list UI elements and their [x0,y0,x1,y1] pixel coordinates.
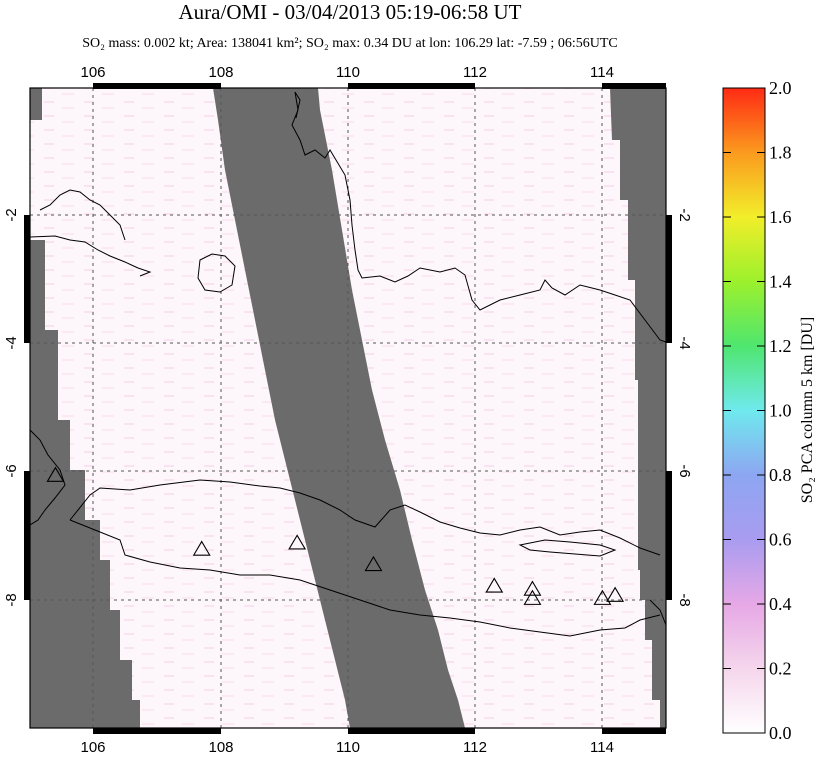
lon-tick-top-114: 114 [590,64,614,81]
colorbar-tick-label: 2.0 [769,78,792,98]
lon-tick-bottom-108: 108 [208,739,233,756]
lat-tick-left-8: -8 [3,593,20,606]
lon-tick-bottom-114: 114 [590,739,614,756]
volcano-marker-icon [288,534,307,550]
volcano-marker-icon [523,580,542,596]
lat-tick-labels-right: -2 -4 -6 -8 [676,208,693,606]
no-data-swath-middle [213,88,465,728]
colorbar-tick-label: 1.0 [769,401,792,421]
tick-bar-bottom-1 [93,728,221,734]
colorbar-tick-label: 1.4 [769,272,792,292]
colorbar-ticks: 2.0 1.8 1.6 1.4 1.2 1.0 0.8 0.6 0.4 0.2 0.0 [723,78,792,743]
volcano-marker-icon [192,540,211,556]
colorbar-label: SO₂ PCA column 5 km [DU] [799,317,816,503]
coastlines [30,91,666,637]
tick-bar-bottom-3 [602,728,666,734]
lat-tick-left-6: -6 [3,464,20,477]
frame-tick-bars [24,83,672,734]
madura-island [518,539,617,557]
map-title: Aura/OMI - 03/04/2013 05:19-06:58 UT [178,0,522,24]
volcano-marker-icon [46,466,65,482]
no-data-swath-right [610,88,666,728]
no-data-swath-left [30,240,140,728]
lat-tick-labels-left: -2 -4 -6 -8 [3,208,20,606]
volcano-markers [46,466,625,605]
tick-bar-right-1 [666,215,672,343]
borneo-coastline [291,91,666,343]
tick-bar-left-1 [24,215,30,343]
lon-tick-labels-top: 106 108 110 112 114 [80,64,613,81]
lat-tick-right-8: -8 [676,593,693,606]
lon-tick-bottom-106: 106 [80,739,105,756]
colorbar-tick-label: 0.6 [769,530,792,550]
lon-tick-bottom-110: 110 [336,739,360,756]
tick-bar-top-3 [602,83,666,89]
tick-bar-right-2 [666,471,672,600]
lat-tick-left-4: -4 [3,336,20,349]
lat-tick-right-2: -2 [676,208,693,221]
volcano-marker-icon [364,555,383,572]
tick-bar-left-2 [24,471,30,600]
colorbar-tick-label: 1.6 [769,207,792,227]
lon-tick-top-108: 108 [208,64,233,81]
lon-tick-top-112: 112 [463,64,487,81]
no-data-swath-left-top [30,88,42,120]
colorbar-tick-label: 0.2 [769,659,792,679]
lat-tick-left-2: -2 [3,208,20,221]
lon-tick-top-110: 110 [336,64,360,81]
colorbar-tick-label: 1.2 [769,336,792,356]
tick-bar-bottom-2 [348,728,475,734]
lon-tick-bottom-112: 112 [463,739,487,756]
lon-tick-labels-bottom: 106 108 110 112 114 [80,739,613,756]
colorbar-tick-label: 1.8 [769,143,792,163]
colorbar-tick-label: 0.8 [769,465,792,485]
sumatra-coastline-2 [39,189,126,241]
bali-island [649,599,666,626]
tick-bar-top-1 [93,83,221,89]
volcano-marker-icon [485,577,504,593]
map-subtitle: SO₂ mass: 0.002 kt; Area: 138041 km²; SO… [82,36,618,51]
colorbar-tick-label: 0.0 [769,723,792,743]
sumatra-south-coast [30,429,66,526]
volcano-marker-icon [593,589,612,605]
belitung-island [197,253,236,293]
lat-tick-right-6: -6 [676,464,693,477]
lon-tick-top-106: 106 [80,64,105,81]
volcano-marker-icon [606,586,625,602]
lat-tick-right-4: -4 [676,336,693,349]
sumatra-coastline [30,235,152,277]
java-north-coast [69,479,661,556]
borneo-nw-coast [294,91,301,119]
tick-bar-top-2 [348,83,475,89]
colorbar-tick-label: 0.4 [769,594,792,614]
no-data-swaths [30,88,666,728]
java-south-coast [69,519,661,637]
volcano-marker-icon [523,589,542,605]
